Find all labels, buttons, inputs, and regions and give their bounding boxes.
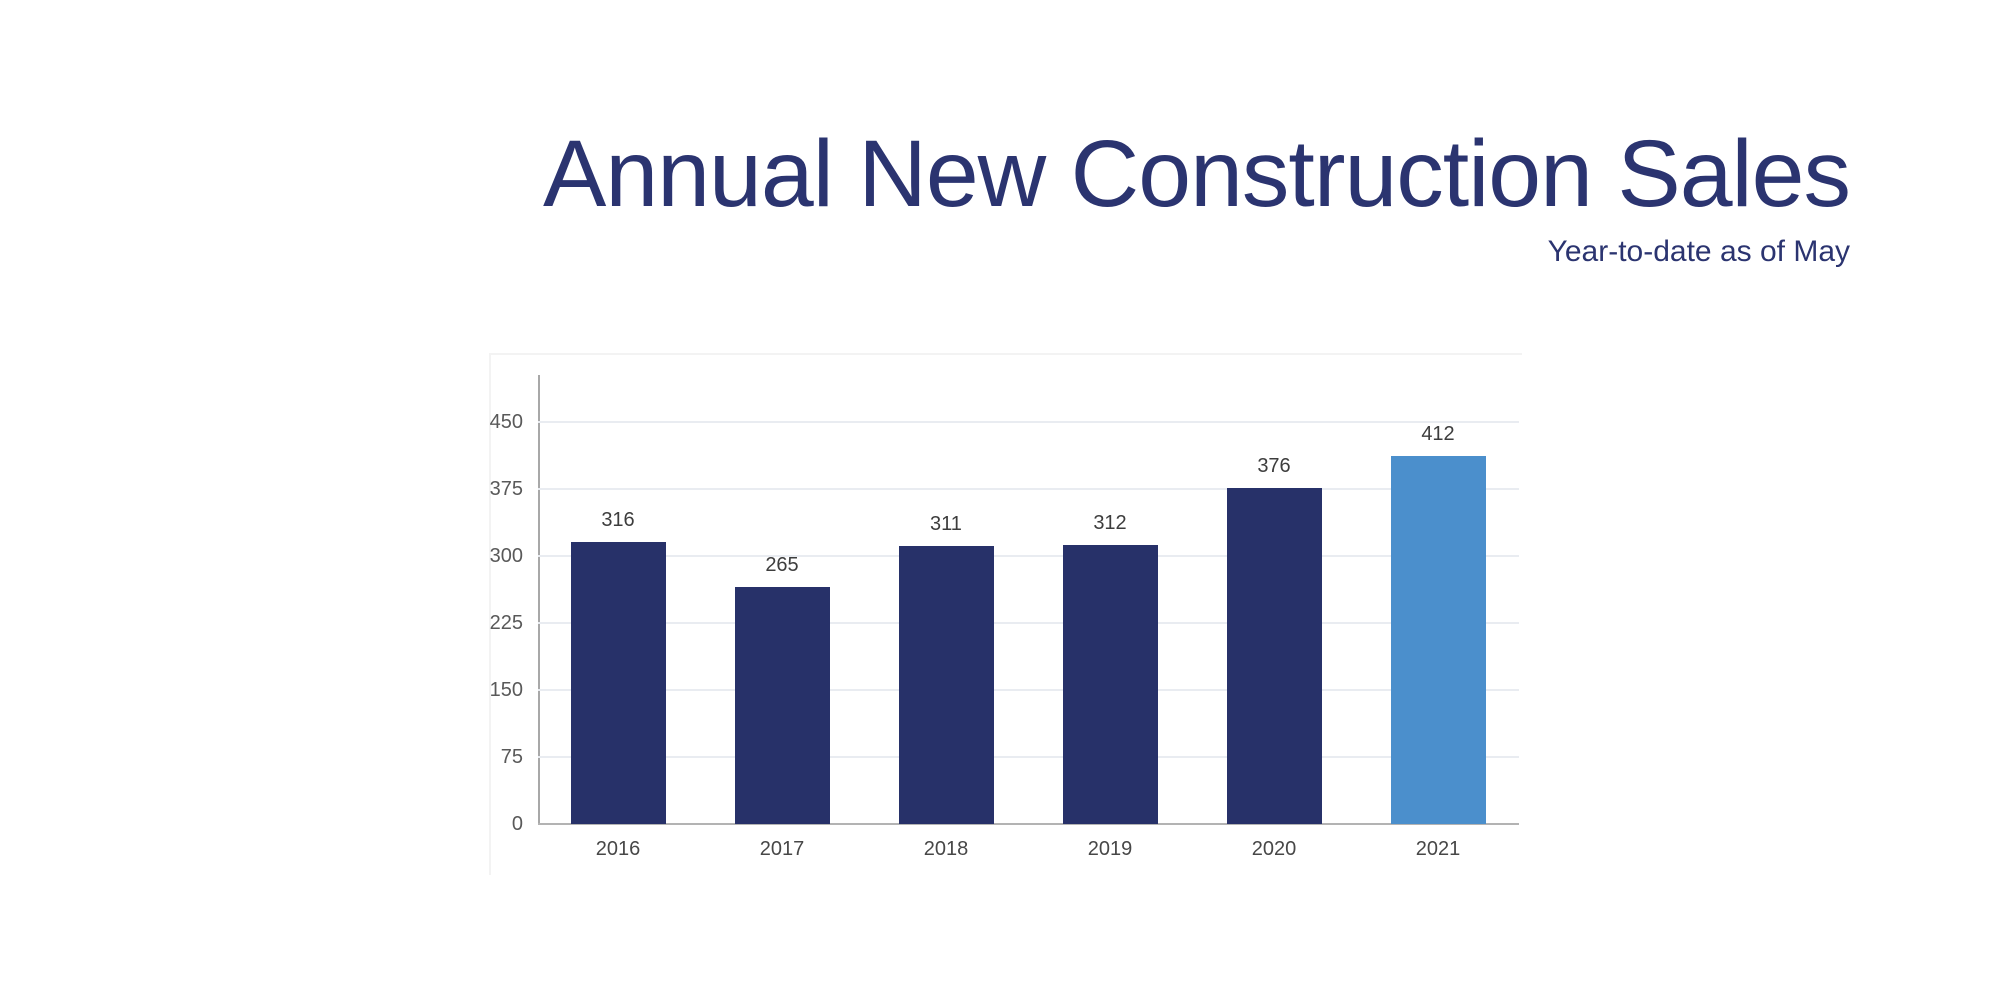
bar-value-label: 312 [1093, 512, 1127, 535]
bar-value-label: 311 [930, 513, 962, 536]
bar [898, 546, 994, 824]
bar-value-label: 265 [765, 554, 799, 577]
bar-chart: 0 75 150 225 300 375 450 316 2016 265 2017 311 2018 3… [489, 353, 1522, 875]
gridline [538, 756, 1519, 758]
chart-title: Annual New Construction Sales [543, 121, 1851, 227]
bar [570, 541, 666, 824]
x-tick-label: 2018 [923, 838, 969, 860]
y-tick-label: 225 [489, 612, 523, 634]
x-axis-line [538, 823, 1519, 825]
y-tick-label: 75 [500, 746, 523, 768]
chart-subtitle: Year-to-date as of May [1547, 234, 1850, 268]
bar [734, 587, 830, 824]
x-tick-label: 2017 [759, 838, 805, 860]
gridline [538, 689, 1519, 691]
bar-value-label: 412 [1421, 422, 1455, 445]
x-tick-label: 2020 [1251, 838, 1297, 860]
gridline [538, 555, 1519, 557]
y-tick-label: 300 [489, 545, 523, 567]
y-tick-label: 150 [489, 679, 523, 701]
gridline [538, 488, 1519, 490]
y-tick-label: 0 [511, 813, 523, 835]
bar [1226, 488, 1322, 824]
bar-value-label: 316 [601, 508, 635, 531]
y-axis-line [538, 375, 540, 824]
x-tick-label: 2016 [595, 838, 641, 860]
bar-value-label: 376 [1257, 455, 1291, 478]
x-tick-label: 2021 [1415, 838, 1461, 860]
bar [1390, 455, 1486, 824]
x-tick-label: 2019 [1087, 838, 1133, 860]
title-block: Annual New Construction Sales Year-to-da… [543, 121, 1851, 268]
bar [1062, 545, 1158, 824]
y-tick-label: 375 [489, 478, 523, 500]
gridline [538, 622, 1519, 624]
y-tick-label: 450 [489, 411, 523, 433]
gridline [538, 421, 1519, 423]
